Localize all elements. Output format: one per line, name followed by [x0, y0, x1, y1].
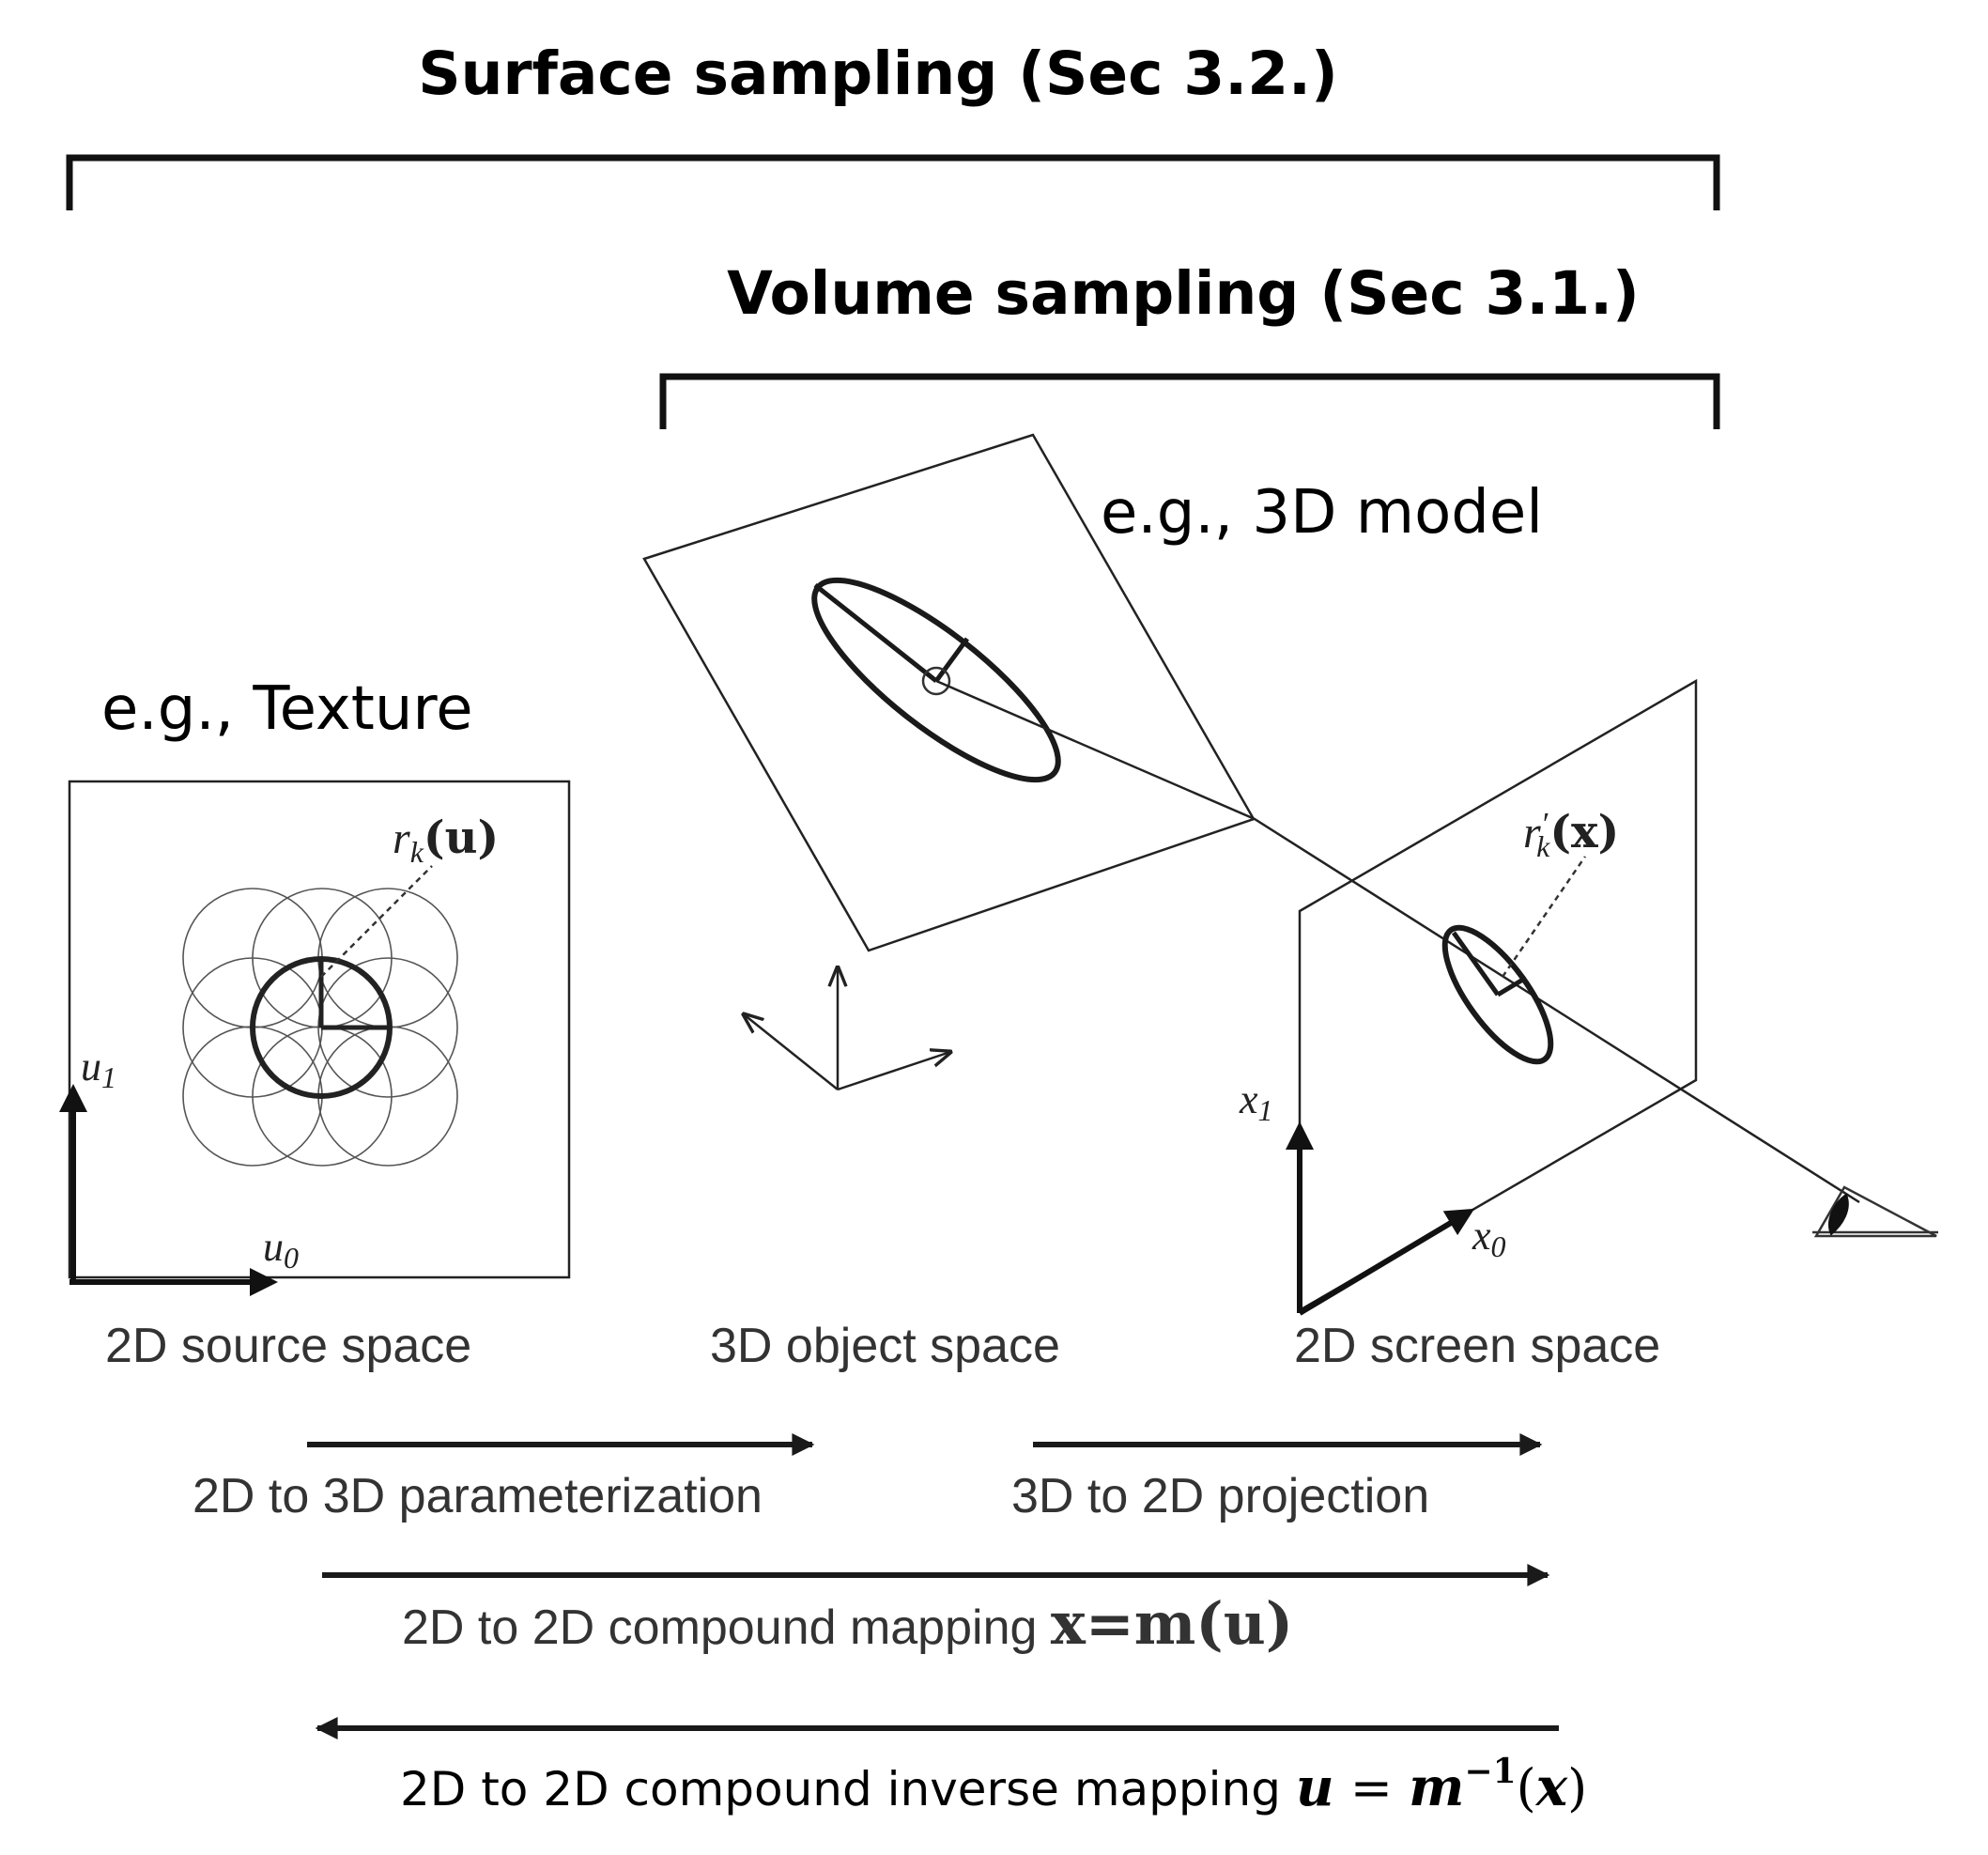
compound-mapping-label: 2D to 2D compound mapping x=m(u) [402, 1589, 1293, 1658]
object-space-label: 3D object space [710, 1319, 1060, 1373]
object-frame-right-axis [837, 1052, 950, 1091]
source-space-label: 2D source space [105, 1319, 471, 1373]
screen-space-label: 2D screen space [1294, 1319, 1660, 1373]
source-space-frame [68, 780, 571, 1279]
screen-space-panel: r′ k(x) x1 x0 [1239, 678, 1698, 1316]
object-ellipse-minor-axis [933, 637, 970, 683]
object-ellipse-center [921, 666, 951, 696]
axis-x0-label: x0 [1472, 1213, 1506, 1263]
screen-kernel-function: r′ k(x) [1523, 806, 1619, 863]
source-kernel-function: rk(u) [393, 812, 499, 869]
viewing-ray [935, 679, 1860, 1204]
surface-sampling-title: Surface sampling (Sec 3.2.) [418, 39, 1338, 108]
axis-x1-label: x1 [1239, 1076, 1273, 1127]
object-ellipse-major-axis [813, 583, 938, 683]
source-space-panel: rk(u) u1 u0 [59, 780, 571, 1296]
eye-icon [1812, 1185, 1938, 1238]
kernel-leader-line [320, 865, 433, 978]
axis-x0-arrow [1298, 1208, 1475, 1316]
object-frame-left-axis [744, 1014, 839, 1090]
screen-ellipse-minor-axis [1496, 975, 1528, 997]
parameterization-label: 2D to 3D parameterization [193, 1469, 763, 1523]
example-3d-model-label: e.g., 3D model [1101, 478, 1543, 548]
volume-sampling-title: Volume sampling (Sec 3.1.) [727, 259, 1640, 328]
screen-ellipse-major-axis [1451, 931, 1501, 997]
screen-space-ellipse [1441, 924, 1554, 1065]
screen-space-plane [1298, 678, 1698, 1313]
inverse-mapping-label: 2D to 2D compound inverse mapping u = m−… [400, 1752, 1587, 1818]
projection-label: 3D to 2D projection [1011, 1469, 1429, 1523]
axis-u1-label: u1 [81, 1043, 116, 1094]
volume-sampling-bracket [659, 373, 1720, 429]
example-texture-label: e.g., Texture [101, 674, 473, 744]
surface-sampling-bracket [66, 154, 1720, 210]
axis-u0-label: u0 [263, 1224, 299, 1275]
screen-kernel-leader-line [1501, 856, 1587, 978]
